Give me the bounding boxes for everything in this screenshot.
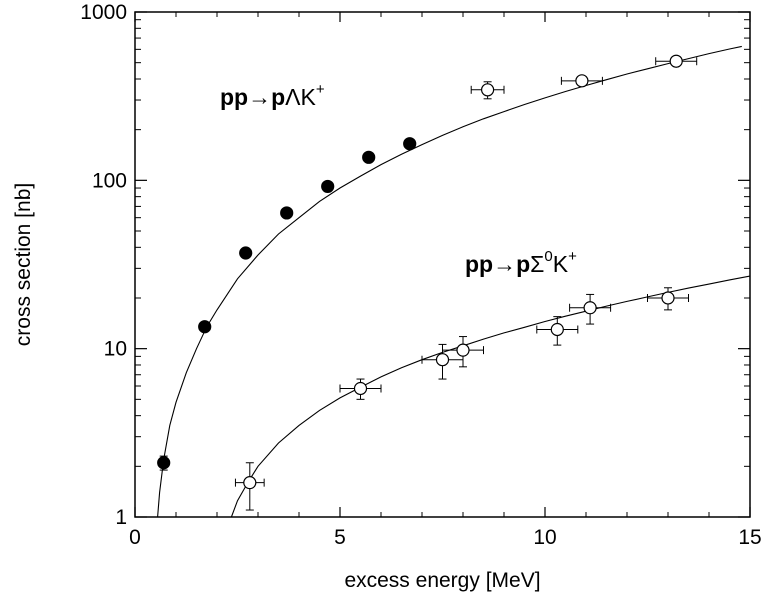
label-lambda-arrow: → (248, 84, 271, 110)
data-point-sigma-4 (550, 322, 564, 337)
label-lambda-sup: + (316, 81, 325, 98)
y-tick-label-1: 10 (104, 338, 127, 361)
label-sigma-proton: p (516, 251, 530, 277)
fit-curve-lambda (157, 45, 742, 518)
data-point-sigma-2 (435, 353, 450, 367)
x-axis-label: excess energy [MeV] (344, 569, 540, 592)
label-sigma-arrow: → (493, 251, 516, 277)
data-point-lambda-8 (575, 74, 589, 88)
y-tick-label-2: 100 (92, 169, 127, 192)
data-points (157, 54, 683, 490)
data-point-sigma-0 (243, 476, 257, 490)
data-point-lambda-3 (280, 206, 294, 220)
label-sigma-rest2: K (553, 251, 569, 277)
plot-frame (134, 11, 751, 518)
label-lambda-proton: p (271, 84, 285, 110)
data-point-sigma-3 (456, 343, 470, 357)
error-bars (159, 57, 698, 511)
label-sigma-sup-mid: 0 (544, 248, 552, 265)
data-point-lambda-5 (362, 150, 376, 164)
series-label-sigma: pp→pΣ0K+ (465, 248, 577, 277)
data-point-sigma-5 (583, 301, 597, 315)
data-point-lambda-2 (239, 246, 253, 260)
data-point-lambda-6 (403, 137, 417, 151)
data-point-lambda-7 (481, 83, 495, 97)
data-point-lambda-4 (321, 179, 335, 194)
x-tick-label-1: 5 (334, 526, 346, 549)
data-point-lambda-9 (669, 54, 683, 68)
x-tick-label-2: 10 (533, 526, 556, 549)
x-tick-label-3: 15 (738, 526, 761, 549)
fit-curve-sigma (230, 275, 751, 518)
y-tick-label-0: 1 (115, 506, 127, 529)
axis-ticks (134, 11, 751, 518)
series-label-lambda: pp→pΛK+ (220, 81, 325, 110)
tick-labels: 0 5 10 15 1 10 100 1000 (80, 1, 761, 549)
y-tick-label-3: 1000 (80, 1, 127, 24)
label-lambda-initial: pp (220, 84, 248, 110)
data-point-lambda-0 (157, 456, 171, 470)
y-axis-label: cross section [nb] (12, 183, 35, 346)
label-sigma-sup: + (568, 248, 577, 265)
label-lambda-rest: ΛK (285, 84, 316, 110)
data-point-lambda-1 (198, 320, 212, 334)
label-sigma-rest: Σ (530, 251, 544, 277)
data-point-sigma-1 (353, 381, 368, 396)
fit-curves (157, 45, 751, 518)
label-sigma-initial: pp (465, 251, 493, 277)
data-point-sigma-6 (661, 291, 675, 305)
x-tick-label-0: 0 (129, 526, 141, 549)
